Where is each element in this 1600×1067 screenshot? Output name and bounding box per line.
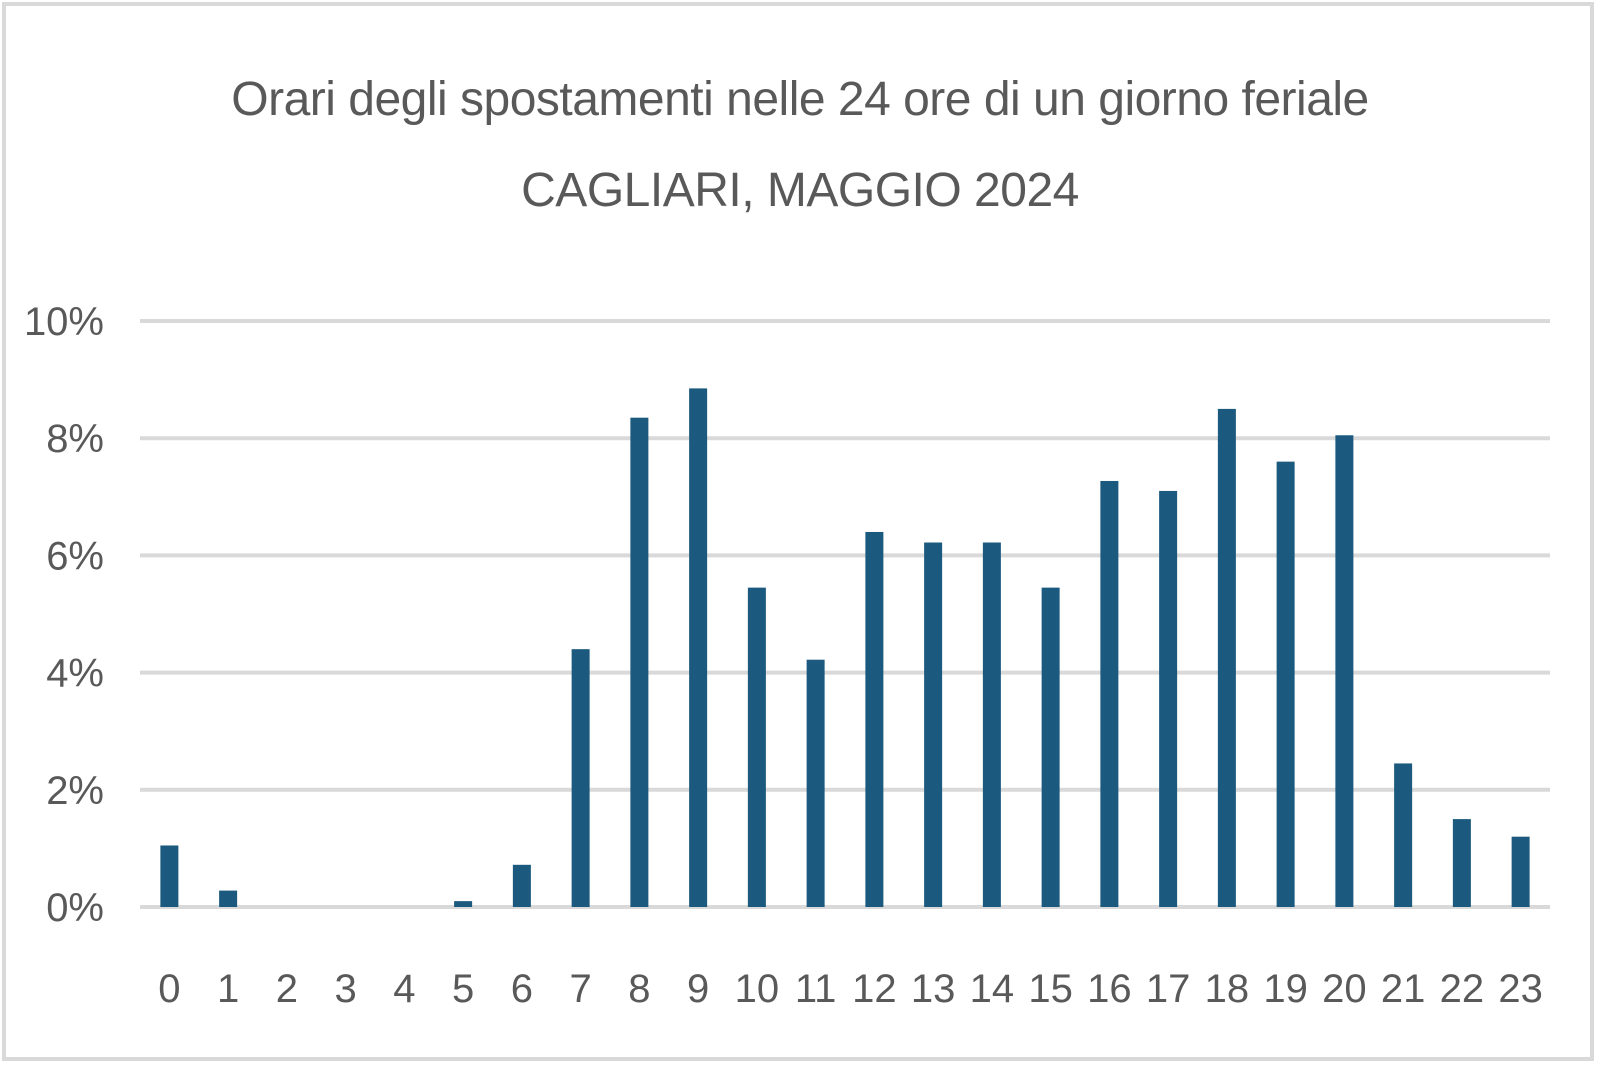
x-tick-label: 8 [628,967,650,1011]
x-tick-label: 16 [1087,967,1132,1011]
bar-hour-16 [1100,480,1119,907]
bar-hour-14 [982,542,1001,907]
x-tick-label: 11 [795,967,837,1011]
x-tick-label: 4 [393,967,415,1011]
y-tick-label: 0% [46,886,104,930]
bar-hour-17 [1159,490,1178,907]
x-tick-label: 6 [511,967,533,1011]
y-tick-label: 10% [24,300,104,344]
bar-hour-18 [1217,408,1236,907]
x-tick-label: 23 [1498,967,1543,1011]
bar-hour-7 [571,649,590,907]
y-axis-ticks: 0% 2% 4% 6% 8% 10% [24,300,104,930]
bar-hour-6 [512,864,531,907]
x-tick-label: 14 [970,967,1015,1011]
chart-title: Orari degli spostamenti nelle 24 ore di … [231,73,1369,126]
x-tick-label: 21 [1381,967,1426,1011]
bar-hour-10 [747,587,766,907]
bar-hour-12 [865,531,884,907]
x-tick-label: 9 [687,967,709,1011]
x-tick-label: 0 [158,967,180,1011]
bar-hour-0 [160,845,179,907]
x-tick-label: 20 [1322,967,1367,1011]
bar-hour-9 [689,388,708,907]
y-tick-label: 4% [46,652,104,696]
x-tick-label: 15 [1028,967,1073,1011]
bar-hour-15 [1041,587,1060,907]
bar-hour-23 [1511,836,1530,907]
x-tick-label: 3 [335,967,357,1011]
bar-hour-20 [1335,435,1354,907]
y-tick-label: 8% [46,417,104,461]
x-tick-label: 19 [1263,967,1308,1011]
bar-hour-8 [630,417,649,907]
y-tick-label: 6% [46,534,104,578]
x-tick-label: 12 [852,967,897,1011]
chart-subtitle: CAGLIARI, MAGGIO 2024 [521,164,1079,217]
bar-hour-5 [454,901,473,907]
x-tick-label: 17 [1146,967,1191,1011]
x-tick-label: 22 [1440,967,1485,1011]
x-tick-label: 10 [735,967,780,1011]
bar-hour-11 [806,659,825,907]
x-tick-label: 7 [570,967,592,1011]
bar-hour-13 [924,542,943,907]
x-tick-label: 1 [217,967,239,1011]
x-tick-label: 2 [276,967,298,1011]
x-tick-label: 5 [452,967,474,1011]
x-tick-label: 13 [911,967,956,1011]
y-tick-label: 2% [46,769,104,813]
bar-hour-22 [1452,819,1471,907]
bar-hour-19 [1276,461,1295,907]
x-axis-ticks: 0 1 2 3 4 5 6 7 8 9 10 11 12 13 14 15 16 17 18 19 20 21 22 23 [158,967,1543,1011]
bar-hour-1 [219,890,238,907]
x-tick-label: 18 [1205,967,1250,1011]
bar-hour-21 [1394,763,1413,907]
bars [160,388,1530,907]
gridlines [140,319,1550,909]
